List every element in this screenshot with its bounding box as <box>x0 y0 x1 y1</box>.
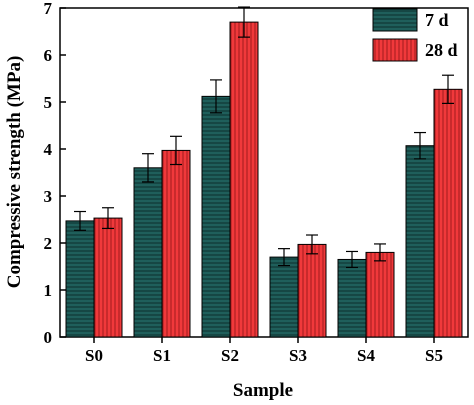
y-tick-label: 7 <box>44 0 53 18</box>
x-tick-label: S4 <box>357 346 375 365</box>
y-axis-title: Compressive strength (MPa) <box>4 56 25 289</box>
bar-s0-28d <box>93 217 123 338</box>
plot-frame <box>59 7 469 338</box>
legend-swatch-28d <box>372 38 418 62</box>
bar-s4-28d <box>365 251 395 338</box>
y-tick-label: 3 <box>44 187 53 206</box>
y-tick-label: 5 <box>44 93 53 112</box>
x-tick-label: S2 <box>221 346 239 365</box>
legend-swatch-7d <box>372 8 418 32</box>
y-tick-label: 1 <box>44 281 53 300</box>
y-tick-label: 4 <box>44 140 53 159</box>
legend-label: 7 d <box>425 10 449 30</box>
bar-s2-28d <box>229 21 259 338</box>
y-tick-label: 6 <box>44 46 53 65</box>
x-tick-label: S3 <box>289 346 307 365</box>
y-tick-label: 0 <box>44 328 53 347</box>
x-axis-title: Sample <box>233 380 293 401</box>
y-axis-ticks: 0 1 2 3 4 5 6 7 <box>44 0 66 347</box>
x-tick-label: S0 <box>85 346 103 365</box>
bars-group <box>65 21 463 338</box>
bar-s1-28d <box>161 149 191 338</box>
bar-s1-7d <box>133 167 163 338</box>
x-axis-ticks: S0 S1 S2 S3 S4 S5 <box>85 337 443 365</box>
legend-label: 28 d <box>425 40 458 60</box>
bar-s2-7d <box>201 95 231 338</box>
legend: 7 d 28 d <box>372 8 458 62</box>
bar-s0-7d <box>65 220 95 338</box>
error-bars-group <box>74 6 454 269</box>
bar-s3-7d <box>269 256 299 338</box>
bar-s5-28d <box>433 88 463 338</box>
bar-s4-7d <box>337 258 367 338</box>
plot-area <box>59 7 469 338</box>
bar-s3-28d <box>297 243 327 338</box>
y-tick-label: 2 <box>44 234 53 253</box>
x-tick-label: S5 <box>425 346 443 365</box>
bar-s5-7d <box>405 145 435 338</box>
x-tick-label: S1 <box>153 346 171 365</box>
